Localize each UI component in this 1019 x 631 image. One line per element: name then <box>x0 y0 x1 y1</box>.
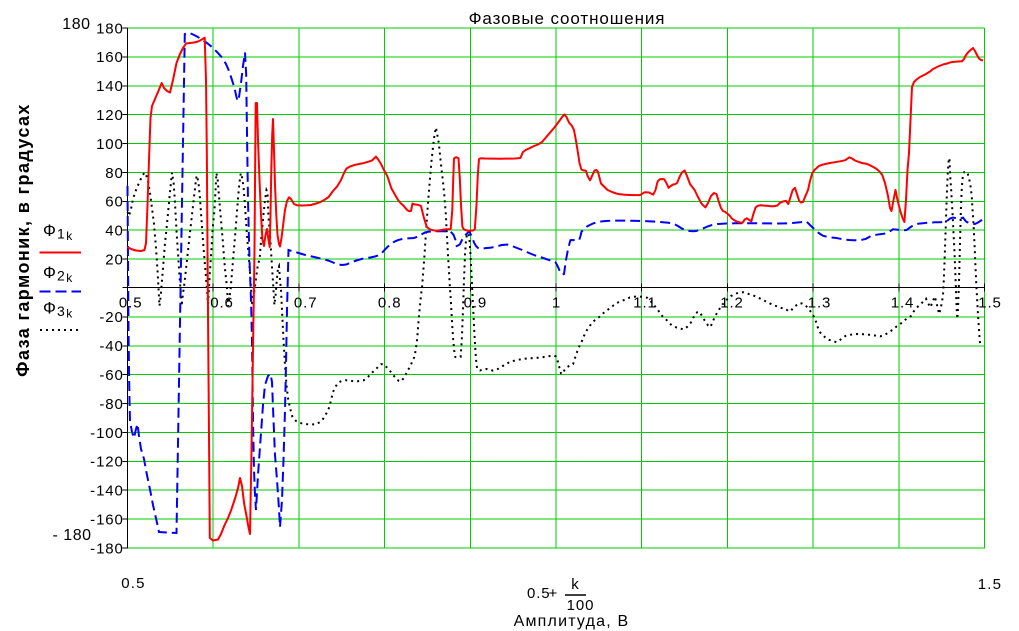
svg-text:60: 60 <box>105 194 124 211</box>
svg-text:- 180: - 180 <box>53 527 92 544</box>
svg-text:1.3: 1.3 <box>808 295 832 312</box>
svg-text:-180: -180 <box>90 540 124 557</box>
svg-text:1.2: 1.2 <box>720 295 744 312</box>
svg-text:0.8: 0.8 <box>378 295 402 312</box>
svg-text:0.5: 0.5 <box>527 585 551 602</box>
svg-text:180: 180 <box>96 20 124 37</box>
svg-text:Фаза гармоник, в градусах: Фаза гармоник, в градусах <box>13 103 33 377</box>
svg-text:100: 100 <box>567 597 595 614</box>
svg-text:80: 80 <box>105 165 124 182</box>
svg-text:Амплитуда, В: Амплитуда, В <box>514 613 630 630</box>
svg-text:+: + <box>549 585 559 602</box>
svg-text:40: 40 <box>105 223 124 240</box>
svg-text:-160: -160 <box>90 511 124 528</box>
svg-text:Ф2k: Ф2 k <box>43 263 73 285</box>
svg-text:Ф1k: Ф1 k <box>43 221 73 243</box>
svg-text:0.5: 0.5 <box>121 575 145 592</box>
svg-text:160: 160 <box>96 49 124 66</box>
svg-text:1.1: 1.1 <box>633 295 657 312</box>
svg-text:-60: -60 <box>99 367 123 384</box>
svg-text:-100: -100 <box>90 425 124 442</box>
svg-text:1.4: 1.4 <box>891 295 915 312</box>
svg-text:100: 100 <box>96 136 124 153</box>
svg-text:0.9: 0.9 <box>464 295 488 312</box>
svg-text:1.5: 1.5 <box>978 295 1002 312</box>
svg-text:-40: -40 <box>99 338 123 355</box>
svg-text:120: 120 <box>96 107 124 124</box>
svg-text:0.7: 0.7 <box>294 295 318 312</box>
svg-text:k: k <box>571 576 579 593</box>
svg-text:0.6: 0.6 <box>210 295 234 312</box>
svg-text:1: 1 <box>552 295 561 312</box>
svg-text:Фазовые соотношения: Фазовые соотношения <box>469 9 666 28</box>
svg-text:-140: -140 <box>90 483 124 500</box>
svg-text:-20: -20 <box>99 309 123 326</box>
svg-text:180: 180 <box>62 16 90 33</box>
svg-text:20: 20 <box>105 251 124 268</box>
svg-text:-120: -120 <box>90 454 124 471</box>
svg-text:0.5: 0.5 <box>119 295 143 312</box>
svg-text:Ф3k: Ф3 k <box>43 299 73 321</box>
svg-text:-80: -80 <box>99 396 123 413</box>
svg-text:140: 140 <box>96 78 124 95</box>
svg-text:1.5: 1.5 <box>978 576 1002 593</box>
